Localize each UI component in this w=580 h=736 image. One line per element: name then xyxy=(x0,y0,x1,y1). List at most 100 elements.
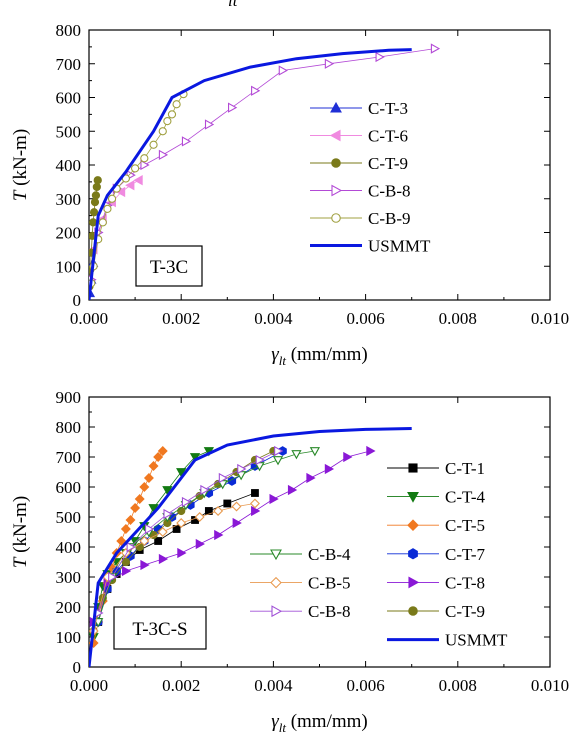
data-area xyxy=(89,427,412,667)
point-c-t-4 xyxy=(162,486,173,496)
point-c-t-9 xyxy=(91,191,101,200)
point-c-t-8 xyxy=(287,484,298,496)
series-connector-c-b-5 xyxy=(93,503,256,632)
point-c-b-8 xyxy=(163,508,173,520)
point-c-t-8 xyxy=(121,565,132,577)
point-c-t-8 xyxy=(269,493,279,505)
point-c-t-8 xyxy=(251,505,261,517)
legend-label: C-T-5 xyxy=(445,516,485,535)
point-c-b-8 xyxy=(126,541,136,553)
legend-marker xyxy=(331,213,341,223)
point-c-b-8 xyxy=(274,445,284,457)
point-c-t-5 xyxy=(120,524,131,534)
legend-label: C-T-4 xyxy=(445,488,485,507)
x-tick-label: 0.006 xyxy=(346,309,384,328)
y-tick-label: 600 xyxy=(56,89,82,108)
y-axis-label: T (kN-m) xyxy=(10,129,31,201)
legend-entry-c-b-5: C-B-5 xyxy=(250,574,351,593)
y-tick-label: 400 xyxy=(56,156,82,175)
point-c-b-8 xyxy=(430,43,441,54)
panel-label-box xyxy=(113,606,207,650)
point-c-b-8 xyxy=(324,58,335,69)
legend-label: C-T-9 xyxy=(368,154,408,173)
y-tick-label: 800 xyxy=(56,418,82,437)
x-tick-label: 0.002 xyxy=(162,676,200,695)
point-c-t-9 xyxy=(135,542,144,552)
legend-label: USMMT xyxy=(368,237,431,256)
point-c-t-6 xyxy=(115,186,126,198)
point-c-b-8 xyxy=(204,119,215,130)
legend-marker xyxy=(270,549,282,561)
point-c-b-9 xyxy=(98,218,107,227)
x-tick-label: 0.008 xyxy=(439,309,477,328)
legend-entry-c-t-1: C-T-1 xyxy=(387,459,485,478)
point-c-b-8 xyxy=(255,454,265,466)
legend-label: C-T-9 xyxy=(445,602,485,621)
y-tick-label: 300 xyxy=(56,190,82,209)
point-c-b-5 xyxy=(176,518,187,528)
point-c-b-4 xyxy=(291,450,302,460)
legend-entry-c-t-7: C-T-7 xyxy=(387,545,485,564)
point-c-b-5 xyxy=(139,536,150,546)
y-tick-label: 100 xyxy=(56,628,82,647)
point-c-t-4 xyxy=(176,468,187,478)
point-c-b-9 xyxy=(172,100,181,109)
legend-label: C-B-9 xyxy=(368,209,411,228)
point-c-b-8 xyxy=(218,472,229,484)
y-tick-label: 0 xyxy=(73,658,82,677)
point-c-b-8 xyxy=(108,571,118,583)
point-c-t-9 xyxy=(93,176,102,185)
point-c-b-9 xyxy=(130,164,140,173)
y-tick-label: 300 xyxy=(56,568,82,587)
legend-entry-c-b-8: C-B-8 xyxy=(310,182,411,201)
point-c-b-9 xyxy=(167,110,177,119)
y-tick-label: 700 xyxy=(56,55,82,74)
x-axis-label: γlt (mm/mm) xyxy=(271,711,368,735)
series-line-usmmt xyxy=(89,427,412,667)
panel-label: T-3C xyxy=(150,257,188,278)
y-tick-label: 700 xyxy=(56,448,82,467)
legend-marker xyxy=(408,576,420,589)
series-connector-c-t-8 xyxy=(93,450,371,623)
point-c-t-8 xyxy=(140,559,150,571)
top-fragment-text: lt xyxy=(228,0,239,10)
point-c-b-5 xyxy=(194,512,205,522)
legend-marker xyxy=(408,606,418,616)
legend-label: C-T-1 xyxy=(445,459,485,478)
point-c-b-8 xyxy=(145,523,155,535)
point-c-t-5 xyxy=(153,452,164,462)
y-tick-label: 800 xyxy=(56,21,82,40)
point-c-b-4 xyxy=(309,447,321,457)
y-tick-label: 500 xyxy=(56,122,82,141)
y-axis-label: T (kN-m) xyxy=(10,496,31,568)
legend-marker xyxy=(329,129,341,142)
legend-entry-c-t-6: C-T-6 xyxy=(310,127,408,146)
point-c-b-5 xyxy=(249,498,260,509)
legend-marker xyxy=(271,605,283,618)
legend-entry-c-b-9: C-B-9 xyxy=(310,209,411,228)
legend-marker xyxy=(408,548,418,560)
point-c-t-1 xyxy=(251,489,259,497)
legend-marker xyxy=(407,519,419,531)
panel-label: T-3C-S xyxy=(132,619,187,640)
point-c-t-6 xyxy=(125,180,135,191)
series-line-usmmt xyxy=(89,48,412,300)
y-tick-label: 400 xyxy=(56,538,82,557)
y-tick-label: 200 xyxy=(56,598,82,617)
legend-label: C-T-7 xyxy=(445,545,485,564)
point-c-t-5 xyxy=(116,536,127,546)
point-c-t-6 xyxy=(133,175,143,186)
point-c-b-8 xyxy=(237,463,247,475)
legend-entry-c-t-9: C-T-9 xyxy=(387,602,485,621)
x-tick-label: 0.010 xyxy=(531,309,569,328)
point-c-t-9 xyxy=(121,557,130,567)
legend-marker xyxy=(407,492,419,503)
legend-label: C-B-8 xyxy=(308,602,351,621)
legend-label: C-B-8 xyxy=(368,182,411,201)
legend-label: C-B-4 xyxy=(308,545,351,564)
point-c-t-8 xyxy=(158,553,169,565)
y-tick-label: 0 xyxy=(73,291,82,310)
legend-label: C-B-5 xyxy=(308,574,351,593)
point-c-t-1 xyxy=(223,499,232,508)
point-c-t-8 xyxy=(306,472,316,484)
